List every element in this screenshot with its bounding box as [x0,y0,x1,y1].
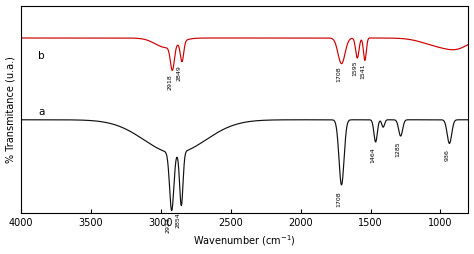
Text: b: b [38,51,45,61]
Text: 1595: 1595 [353,61,358,76]
Y-axis label: % Transmitance (u.a.): % Transmitance (u.a.) [6,56,16,163]
Text: 936: 936 [444,149,449,161]
Text: 2918: 2918 [167,74,172,90]
Text: 2923: 2923 [166,217,171,233]
X-axis label: Wavenumber (cm$^{-1}$): Wavenumber (cm$^{-1}$) [193,234,296,248]
Text: a: a [38,107,44,117]
Text: 1464: 1464 [370,147,375,163]
Text: 2854: 2854 [175,212,180,228]
Text: 1285: 1285 [395,141,401,157]
Text: 1708: 1708 [336,192,341,207]
Text: 1541: 1541 [360,63,365,79]
Text: 2849: 2849 [177,66,182,82]
Text: 1708: 1708 [336,66,341,82]
